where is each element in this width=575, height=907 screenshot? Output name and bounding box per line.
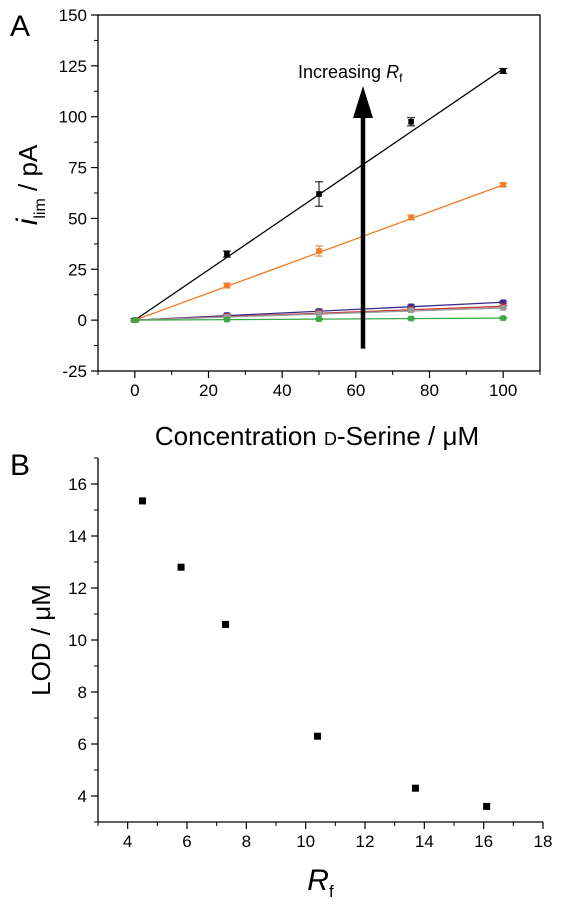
y-tick-label: 75 (68, 159, 87, 178)
y-tick-label: 12 (68, 579, 87, 598)
x-tick-label: 20 (199, 381, 218, 400)
x-tick-label: 60 (346, 381, 365, 400)
series-5 (130, 315, 508, 323)
y-tick-label: 0 (78, 311, 87, 330)
panel-b-label: B (10, 449, 30, 482)
data-point (224, 251, 230, 257)
y-axis-label: LOD / μM (26, 584, 56, 696)
data-point (411, 784, 419, 792)
y-tick-label: 14 (68, 527, 87, 546)
data-point (500, 299, 506, 306)
data-point (408, 119, 414, 125)
y-tick-label: 8 (78, 683, 87, 702)
data-point (500, 182, 506, 188)
arrow-head (353, 86, 373, 118)
data-point (177, 563, 185, 571)
x-tick-label: 8 (242, 832, 251, 851)
x-tick-label: 18 (534, 832, 553, 851)
x-tick-label: 4 (123, 832, 132, 851)
data-point (139, 497, 146, 505)
data-point (408, 307, 414, 314)
x-axis-label: Concentration D-Serine / μM (155, 421, 479, 451)
x-tick-label: 6 (182, 832, 191, 851)
data-point (316, 316, 322, 322)
x-tick-label: 80 (420, 381, 439, 400)
x-tick-label: 40 (273, 381, 292, 400)
chart-b: 4 6 8 10 12 14 16 18 4 6 8 10 12 14 16 Rf LOD / μM (26, 457, 553, 901)
data-point (483, 802, 491, 810)
data-point (408, 315, 414, 322)
data-point (408, 303, 414, 310)
y-tick-label: 4 (78, 787, 87, 806)
y-tick-label: 16 (68, 475, 87, 494)
data-point (222, 620, 230, 628)
panel-a-label: A (10, 10, 30, 43)
x-tick-label: 12 (356, 832, 375, 851)
y-tick-label: 25 (68, 260, 87, 279)
y-tick-label: 10 (68, 631, 87, 650)
data-point (316, 310, 322, 317)
y-tick-label: 6 (78, 735, 87, 754)
y-tick-label: 100 (59, 108, 87, 127)
data-point (500, 305, 506, 311)
y-axis-label: ilim / pA (11, 144, 49, 225)
data-point (500, 68, 506, 74)
annotation-increasing-rf: Increasing Rf (298, 62, 403, 85)
y-tick-label: -25 (62, 362, 87, 381)
data-point (500, 315, 506, 321)
y-tick-label: 50 (68, 209, 87, 228)
x-tick-label: 16 (474, 832, 493, 851)
x-tick-label: 100 (489, 381, 517, 400)
data-point (314, 732, 322, 740)
chart-a: 0 20 40 60 80 100 -25 0 25 50 75 100 125 150 Increasin… (11, 6, 541, 451)
data-point (224, 316, 230, 323)
data-point (316, 248, 322, 254)
x-tick-label: 14 (415, 832, 434, 851)
data-point (132, 317, 138, 323)
y-tick-label: 150 (59, 6, 87, 25)
data-point (224, 282, 230, 289)
x-tick-label: 10 (296, 832, 315, 851)
y-tick-label: 125 (59, 57, 87, 76)
x-tick-label: 0 (130, 381, 139, 400)
data-point (316, 191, 322, 197)
x-axis-label: Rf (307, 864, 334, 901)
series-0 (130, 68, 508, 323)
data-point (408, 214, 414, 221)
